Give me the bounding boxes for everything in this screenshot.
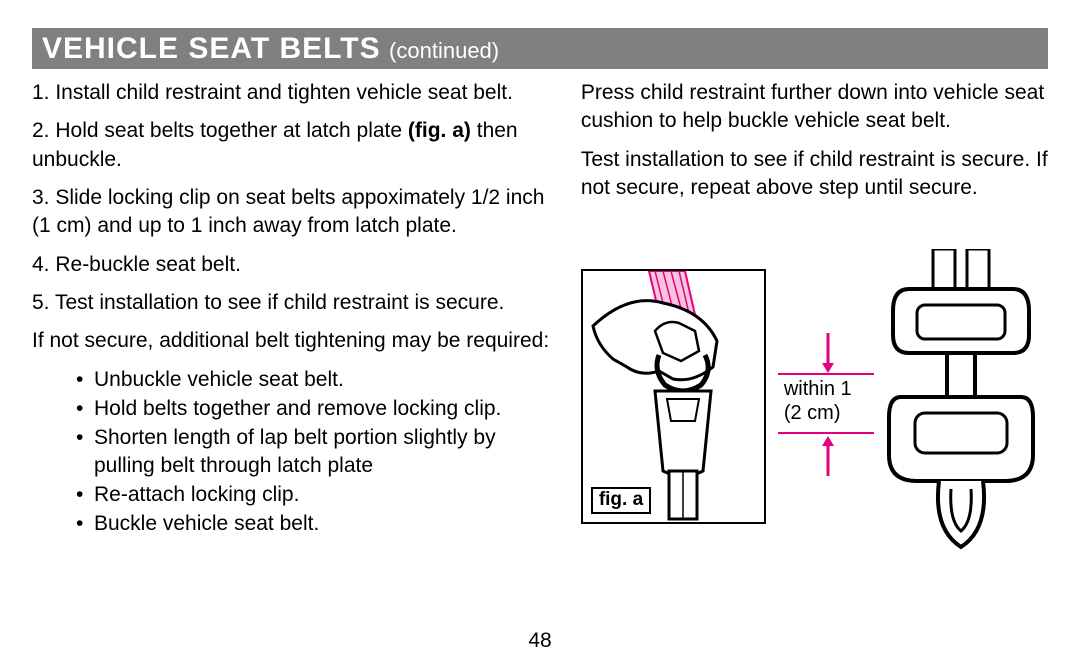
measure-line2: (2 cm) <box>784 402 841 424</box>
step-2-text-a: 2. Hold seat belts together at latch pla… <box>32 119 408 142</box>
section-header: VEHICLE SEAT BELTS (continued) <box>32 28 1048 69</box>
step-2: 2. Hold seat belts together at latch pla… <box>32 117 559 174</box>
step-3: 3. Slide locking clip on seat belts appo… <box>32 184 559 241</box>
bullet-list: Unbuckle vehicle seat belt. Hold belts t… <box>32 366 559 538</box>
arrow-down-icon <box>820 333 836 373</box>
left-column: 1. Install child restraint and tighten v… <box>32 79 559 540</box>
figure-group: fig. a within 1 (2 cm) <box>581 269 874 524</box>
step-4: 4. Re-buckle seat belt. <box>32 251 559 279</box>
step-5: 5. Test installation to see if child res… <box>32 289 559 317</box>
bullet-item: Shorten length of lap belt portion sligh… <box>94 424 559 479</box>
fig-a-ref: (fig. a) <box>408 119 471 142</box>
latch-plate-drawing <box>583 271 764 522</box>
measure-line-top <box>778 373 874 375</box>
measure-line-bot <box>778 432 874 434</box>
right-para-2: Test installation to see if child restra… <box>581 146 1048 203</box>
bullet-item: Buckle vehicle seat belt. <box>94 510 559 537</box>
page-number: 48 <box>528 629 551 653</box>
figure-a-box: fig. a <box>581 269 766 524</box>
figure-label: fig. a <box>591 487 651 514</box>
bullet-item: Re-attach locking clip. <box>94 481 559 508</box>
extra-note: If not secure, additional belt tightenin… <box>32 327 559 355</box>
header-title: VEHICLE SEAT BELTS <box>42 32 381 65</box>
bullet-item: Unbuckle vehicle seat belt. <box>94 366 559 393</box>
locking-clip-drawing <box>873 249 1048 569</box>
right-column: Press child restraint further down into … <box>581 79 1048 540</box>
measure-line1: within 1 <box>784 378 852 400</box>
content-columns: 1. Install child restraint and tighten v… <box>32 79 1048 540</box>
step-1: 1. Install child restraint and tighten v… <box>32 79 559 107</box>
measurement-callout: within 1 (2 cm) <box>778 269 874 524</box>
arrow-up-icon <box>820 436 836 476</box>
bullet-item: Hold belts together and remove locking c… <box>94 395 559 422</box>
manual-page: VEHICLE SEAT BELTS (continued) 1. Instal… <box>0 0 1080 664</box>
measure-text: within 1 (2 cm) <box>784 377 852 426</box>
header-continued: (continued) <box>389 38 499 63</box>
right-para-1: Press child restraint further down into … <box>581 79 1048 136</box>
